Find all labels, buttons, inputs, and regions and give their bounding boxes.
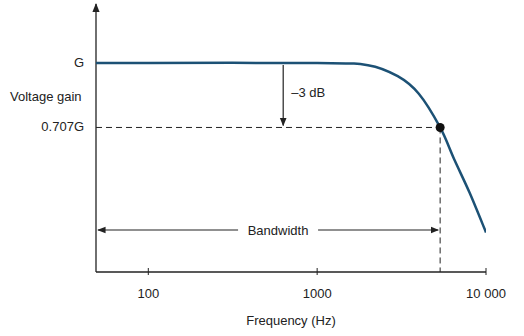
cutoff-v-line (440, 127, 441, 272)
cutoff-point (436, 123, 445, 132)
y-axis-label: Voltage gain (10, 89, 82, 104)
y-tick-label: G (74, 55, 84, 70)
bandwidth-label-bg (238, 221, 318, 239)
x-tick (148, 268, 149, 275)
y-tick-label: 0.707G (41, 119, 84, 134)
response-curve (96, 63, 486, 233)
x-axis-label: Frequency (Hz) (246, 313, 336, 328)
chart: 100 1000 10 000 0.707G G Frequency (Hz) Voltag… (0, 0, 524, 336)
bandwidth-label: Bandwidth (248, 223, 309, 238)
x-axis (96, 271, 486, 272)
x-tick-label: 100 (137, 286, 159, 301)
plot-area (96, 63, 486, 233)
x-tick-label: 10 000 (466, 286, 506, 301)
y-axis (95, 4, 96, 272)
db-label: –3 dB (291, 85, 325, 100)
cutoff-h-line (96, 127, 440, 128)
db-arrow (283, 65, 284, 125)
x-tick (486, 268, 487, 275)
x-tick-label: 1000 (303, 286, 332, 301)
x-tick (317, 268, 318, 275)
